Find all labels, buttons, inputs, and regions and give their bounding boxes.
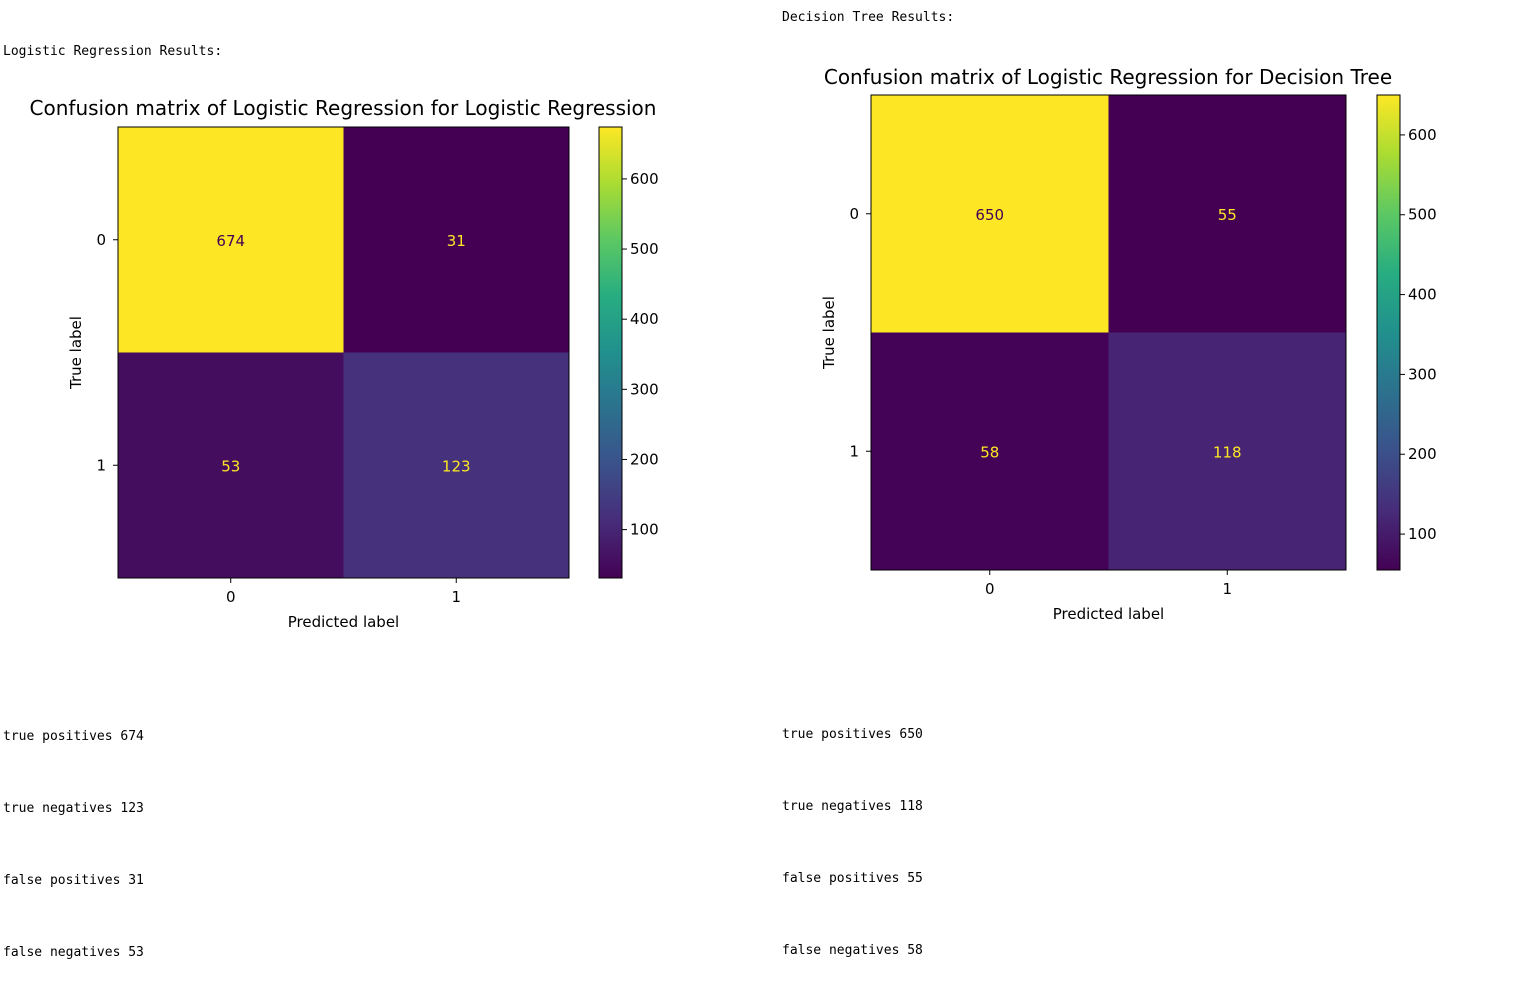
x-tick-label: 1 [451,588,461,606]
dt-results-header: Decision Tree Results: [782,10,955,25]
cell-value-label: 650 [975,206,1004,224]
lr-stats: true positives 674 true negatives 123 fa… [3,677,144,989]
matrix-cell [118,127,344,353]
cell-value-label: 58 [980,443,999,461]
confusion-matrix-figures: 674 31 53 123 Confusion matrix of Logistic R… [30,65,1437,631]
y-axis-label: True label [67,316,85,390]
matrix-cell [871,332,1109,571]
cell-value-label: 118 [1213,443,1242,461]
dt-stat-tn: true negatives 118 [782,799,923,814]
axes-frame [870,94,1347,571]
axes-frame [117,126,570,579]
matrix-cell [343,352,570,579]
cell-value-label: 674 [216,232,245,250]
y-tick-label: 1 [96,456,106,474]
dt-stat-fn: false negatives 58 [782,943,923,958]
chart-title: Confusion matrix of Logistic Regression … [824,65,1392,89]
colorbar [1376,94,1401,571]
matrix-cell [118,352,344,579]
y-tick-label: 1 [849,442,859,460]
x-axis-label: Predicted label [1053,605,1164,623]
lr-results-header: Logistic Regression Results: [3,44,223,59]
dt-confusion-matrix: 650 55 58 118 Confusion matrix of Logistic R… [820,65,1437,623]
x-tick-label: 0 [985,580,995,598]
matrix-cell [871,95,1109,333]
x-tick-label: 0 [226,588,236,606]
colorbar-tick-label: 600 [630,170,659,188]
cell-value-label: 53 [221,457,240,475]
colorbar-tick-label: 400 [630,310,659,328]
colorbar-tick-label: 600 [1408,126,1437,144]
lr-stat-fp: false positives 31 [3,873,144,888]
dt-stat-fp: false positives 55 [782,871,923,886]
chart-title: Confusion matrix of Logistic Regression … [30,96,657,120]
x-axis-label: Predicted label [288,613,399,631]
y-axis-label: True label [820,296,838,370]
colorbar-tick-label: 200 [630,450,659,468]
cell-value-label: 123 [442,457,471,475]
lr-stat-tn: true negatives 123 [3,801,144,816]
dt-stat-tp: true positives 650 [782,727,923,742]
y-tick-label: 0 [96,231,106,249]
matrix-cell [343,127,570,353]
dt-stats: true positives 650 true negatives 118 fa… [782,675,923,987]
colorbar [598,126,623,579]
colorbar-tick-label: 100 [1408,525,1437,543]
colorbar-tick-label: 500 [1408,206,1437,224]
matrix-cell [1108,332,1347,571]
colorbar-tick-label: 300 [1408,365,1437,383]
colorbar-tick-label: 500 [630,240,659,258]
lr-confusion-matrix: 674 31 53 123 Confusion matrix of Logistic R… [30,96,659,631]
colorbar-tick-label: 200 [1408,445,1437,463]
lr-stat-fn: false negatives 53 [3,945,144,960]
colorbar-tick-label: 400 [1408,286,1437,304]
y-tick-label: 0 [849,205,859,223]
x-tick-label: 1 [1222,580,1232,598]
cell-value-label: 31 [447,232,466,250]
colorbar-tick-label: 300 [630,380,659,398]
cell-value-label: 55 [1218,206,1237,224]
colorbar-tick-label: 100 [630,521,659,539]
lr-stat-tp: true positives 674 [3,729,144,744]
matrix-cell [1108,95,1347,333]
